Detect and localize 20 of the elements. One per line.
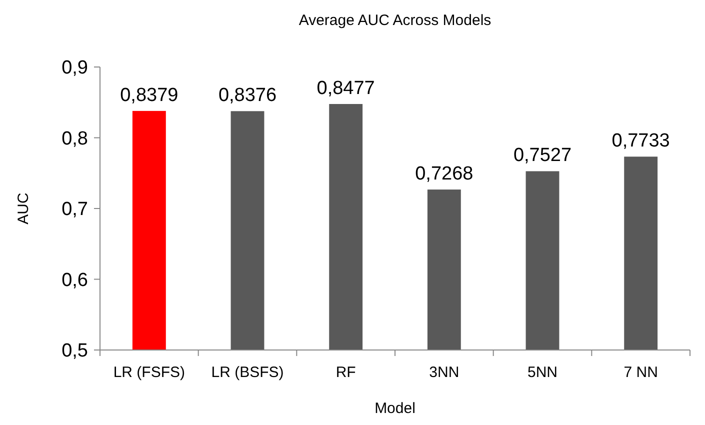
y-tick-label: 0,7	[62, 199, 88, 220]
data-label: 0,7733	[612, 130, 670, 152]
data-label: 0,8477	[316, 78, 375, 99]
x-tick-label: LR (BSFS)	[211, 364, 284, 381]
data-label: 0,8376	[218, 85, 277, 106]
x-tick-label: 3NN	[429, 364, 460, 381]
x-axis-title: Model	[374, 400, 416, 417]
data-label: 0,7527	[513, 145, 572, 166]
data-label: 0,8379	[120, 84, 178, 106]
x-tick-label: 5NN	[527, 364, 558, 381]
x-tick-label: RF	[336, 364, 356, 381]
y-tick-label: 0,5	[62, 340, 88, 362]
y-tick-label: 0,9	[62, 58, 88, 79]
x-tick-label: 7 NN	[624, 364, 658, 381]
y-tick-label: 0,8	[62, 128, 88, 150]
y-tick-label: 0,6	[62, 270, 88, 291]
x-tick-label: LR (FSFS)	[113, 364, 186, 381]
y-axis-title: AUC	[15, 192, 32, 224]
chart-title: Average AUC Across Models	[298, 12, 492, 29]
data-label: 0,7268	[415, 164, 474, 185]
